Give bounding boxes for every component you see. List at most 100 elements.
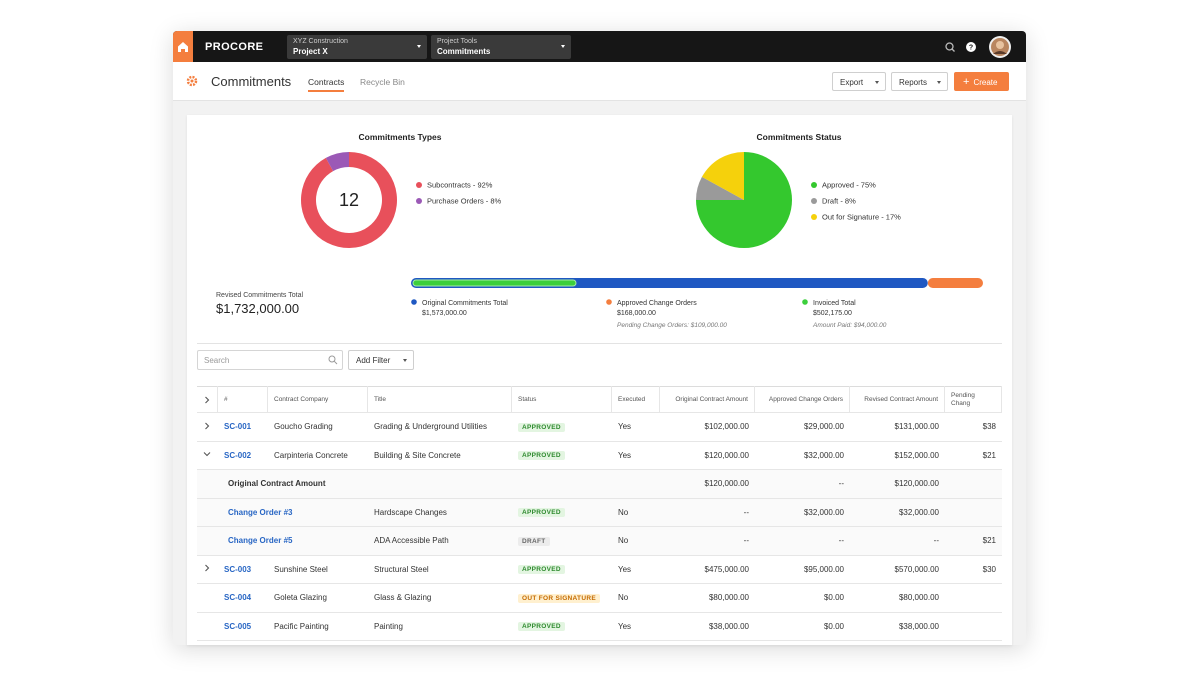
column-header[interactable]: Title [368, 386, 512, 413]
selector-label: XYZ Construction [293, 38, 348, 45]
row-link[interactable]: Change Order #5 [228, 536, 293, 546]
row-link[interactable]: SC-004 [224, 593, 252, 603]
legend-label: Subcontracts - 92% [427, 181, 493, 190]
table-cell: Painting [374, 621, 403, 631]
column-header[interactable]: # [218, 386, 268, 413]
selector-label: Project Tools [437, 38, 477, 45]
sub-row: Original Contract Amount $120,000.00 -- $12… [197, 470, 1002, 499]
legend-swatch [811, 198, 817, 204]
table-cell: $38 [982, 422, 996, 432]
table-cell: ADA Accessible Path [374, 536, 449, 546]
svg-text:?: ? [969, 45, 973, 52]
table-cell: -- [933, 536, 939, 546]
table-cell: Pacific Painting [274, 621, 329, 631]
table-cell: -- [743, 536, 749, 546]
legend-swatch [811, 214, 817, 220]
divider [197, 343, 1002, 344]
column-header[interactable]: Original Contract Amount [660, 386, 755, 413]
search-icon [328, 355, 338, 365]
bar-segment [927, 278, 983, 288]
table-cell: Yes [618, 422, 632, 432]
legend-label: Original Commitments Total [422, 300, 508, 307]
status-badge: DRAFT [518, 536, 550, 546]
table-cell: Structural Steel [374, 564, 429, 574]
content-panel [187, 115, 1012, 645]
table-cell: $120,000.00 [704, 450, 750, 460]
avatar[interactable] [989, 36, 1011, 58]
caret [875, 81, 879, 84]
row-link[interactable]: SC-003 [224, 564, 252, 574]
table-cell: Glass & Glazing [374, 593, 432, 603]
table-cell: Grading & Underground Utilities [374, 422, 487, 432]
row-link[interactable]: SC-005 [224, 621, 252, 631]
project-selector[interactable]: XYZ Construction Project X [287, 35, 427, 59]
search-icon[interactable] [945, 42, 955, 52]
total-value: $1,732,000.00 [216, 301, 299, 316]
caret [403, 359, 407, 362]
tab[interactable]: Recycle Bin [360, 77, 405, 87]
search-placeholder: Search [204, 356, 230, 365]
legend-note: Amount Paid: $94,000.00 [812, 322, 887, 329]
expand-cell[interactable] [197, 422, 218, 432]
tool-selector[interactable]: Project Tools Commitments [431, 35, 571, 59]
table-cell: No [618, 593, 629, 603]
logo[interactable]: PROCORE [205, 41, 264, 53]
button-label: Export [840, 78, 864, 87]
status-badge: APPROVED [518, 451, 565, 461]
legend-label: Approved - 75% [822, 181, 876, 190]
caret [561, 45, 565, 48]
expand-cell[interactable] [197, 450, 218, 460]
table-cell: $29,000.00 [803, 422, 844, 432]
table-cell: $152,000.00 [894, 450, 940, 460]
table-cell: $21 [982, 536, 996, 546]
total-title: Revised Commitments Total [216, 292, 303, 299]
expand-all[interactable] [197, 386, 218, 413]
expand-cell[interactable] [197, 564, 218, 574]
column-header[interactable]: Approved Change Orders [755, 386, 850, 413]
legend-swatch [802, 299, 808, 305]
column-header[interactable]: Revised Contract Amount [850, 386, 945, 413]
button-label: Create [973, 78, 998, 87]
legend-swatch [606, 299, 612, 305]
table-cell: -- [838, 536, 844, 546]
column-header[interactable]: Contract Company [268, 386, 368, 413]
table-cell: Yes [618, 450, 632, 460]
table-cell: $0.00 [823, 593, 844, 603]
table-cell: $21 [982, 450, 996, 460]
table-cell: $80,000.00 [708, 593, 749, 603]
export-button[interactable]: Export [832, 72, 886, 91]
status-cell: APPROVED [512, 564, 612, 575]
status-cell: APPROVED [512, 507, 612, 518]
legend-label: Invoiced Total [813, 300, 856, 307]
selector-value: Commitments [437, 47, 491, 56]
table-cell: Goleta Glazing [274, 593, 327, 603]
plus-icon: + [963, 76, 970, 88]
column-header[interactable]: Status [512, 386, 612, 413]
selector-value: Project X [293, 47, 328, 56]
row-link[interactable]: SC-002 [224, 450, 252, 460]
table-header: # Contract Company Title Status Executed Orig… [197, 386, 1002, 413]
status-cell: OUT FOR SIGNATURE [512, 593, 612, 603]
table-cell: $131,000.00 [894, 422, 940, 432]
reports-button[interactable]: Reports [891, 72, 948, 91]
page-title: Commitments [211, 74, 292, 89]
add-filter-button[interactable]: Add Filter [348, 350, 414, 370]
table-cell: -- [743, 507, 749, 517]
help-icon[interactable]: ? [966, 42, 976, 52]
search-box[interactable]: Search [197, 350, 343, 370]
chart-title: Commitments Status [756, 132, 841, 142]
table-cell: $102,000.00 [704, 422, 750, 432]
sub-row: Change Order #5 ADA Accessible Path DRAFT N… [197, 527, 1002, 556]
legend-value: $168,000.00 [617, 310, 656, 317]
column-header[interactable]: Pending Chang [945, 386, 1002, 413]
table-row: SC-001 Goucho Grading Grading & Undergroun… [197, 413, 1002, 442]
row-link[interactable]: SC-001 [224, 422, 252, 432]
column-header[interactable]: Executed [612, 386, 660, 413]
legend-note: Pending Change Orders: $109,000.00 [617, 322, 727, 329]
tab-active[interactable]: Contracts [308, 77, 345, 92]
table-cell: $38,000.00 [708, 621, 749, 631]
legend-label: Purchase Orders - 8% [427, 197, 502, 206]
create-button[interactable]: + Create [954, 72, 1009, 91]
row-link[interactable]: Change Order #3 [228, 507, 293, 517]
home-button[interactable] [173, 31, 193, 62]
